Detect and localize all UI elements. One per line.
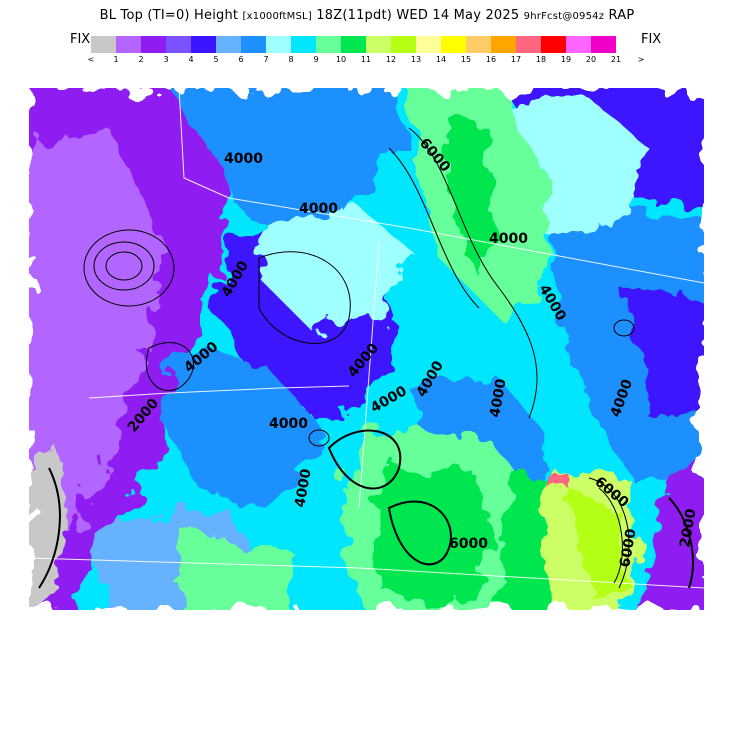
height-field (29, 88, 704, 610)
color-swatch-8 (291, 36, 316, 53)
color-scale-label: 13 (410, 55, 422, 64)
contour-label: 4000 (487, 377, 510, 418)
color-scale-label: < (87, 55, 95, 64)
contour-label: 4000 (269, 416, 308, 432)
color-swatch-5 (216, 36, 241, 53)
color-scale-label: 9 (313, 55, 319, 64)
color-scale-label: 18 (535, 55, 547, 64)
color-swatch-19 (566, 36, 591, 53)
color-swatch-11 (366, 36, 391, 53)
color-swatch-3 (166, 36, 191, 53)
color-scale-bar (91, 36, 616, 53)
color-swatch-20 (591, 36, 616, 53)
color-scale-label: 19 (560, 55, 572, 64)
color-scale-label: 1 (113, 55, 119, 64)
color-scale-label: 2 (138, 55, 144, 64)
title-forecast: 9hrFcst@0954z (523, 11, 605, 22)
color-scale-label: 3 (163, 55, 169, 64)
color-scale-label: 12 (385, 55, 397, 64)
color-scale-label: 7 (263, 55, 269, 64)
color-swatch-4 (191, 36, 216, 53)
color-swatch-10 (341, 36, 366, 53)
color-swatch-17 (516, 36, 541, 53)
color-scale-label: 15 (460, 55, 472, 64)
color-swatch-12 (391, 36, 416, 53)
color-swatch-6 (241, 36, 266, 53)
color-swatch-7 (266, 36, 291, 53)
color-scale-label: 21 (610, 55, 622, 64)
contour-label: 4000 (224, 151, 263, 167)
color-scale-label: 10 (335, 55, 347, 64)
color-scale-label: 11 (360, 55, 372, 64)
color-scale-labels: <1 2 3 4 5 6 7 8 9 10 11 12 13 14 15 16 17 18 19 20 21 > (87, 55, 645, 67)
title-units: [x1000ftMSL] (242, 11, 312, 22)
color-scale-label: > (637, 55, 645, 64)
color-swatch-9 (316, 36, 341, 53)
state-boundaries (29, 88, 704, 589)
contour-lines (38, 127, 694, 589)
color-swatch-13 (416, 36, 441, 53)
title-time: 18Z(11pdt) WED 14 May 2025 (316, 8, 520, 23)
color-swatch-16 (491, 36, 516, 53)
contour-label: 2000 (677, 507, 700, 548)
contour-label: 4000 (292, 467, 315, 508)
contour-label: 6000 (449, 536, 488, 552)
color-swatch-0 (91, 36, 116, 53)
color-scale-label: 14 (435, 55, 447, 64)
contour-label: 4000 (299, 201, 338, 217)
map-title: BL Top (TI=0) Height [x1000ftMSL] 18Z(11… (0, 8, 734, 23)
title-model: RAP (608, 8, 635, 23)
color-swatch-2 (141, 36, 166, 53)
color-scale-label: 4 (188, 55, 194, 64)
contour-label: 6000 (617, 527, 640, 568)
color-scale-label: 20 (585, 55, 597, 64)
color-swatch-15 (466, 36, 491, 53)
color-swatch-1 (116, 36, 141, 53)
color-scale-label: 8 (288, 55, 294, 64)
color-scale-label: 17 (510, 55, 522, 64)
color-scale-label: 6 (238, 55, 244, 64)
title-main: BL Top (TI=0) Height (99, 8, 239, 23)
color-scale-label: 5 (213, 55, 219, 64)
contour-label: 4000 (489, 231, 528, 247)
color-scale-label: 16 (485, 55, 497, 64)
color-swatch-14 (441, 36, 466, 53)
color-swatch-18 (541, 36, 566, 53)
fix-label-right: FIX (641, 32, 662, 47)
fix-label-left: FIX (70, 32, 91, 47)
